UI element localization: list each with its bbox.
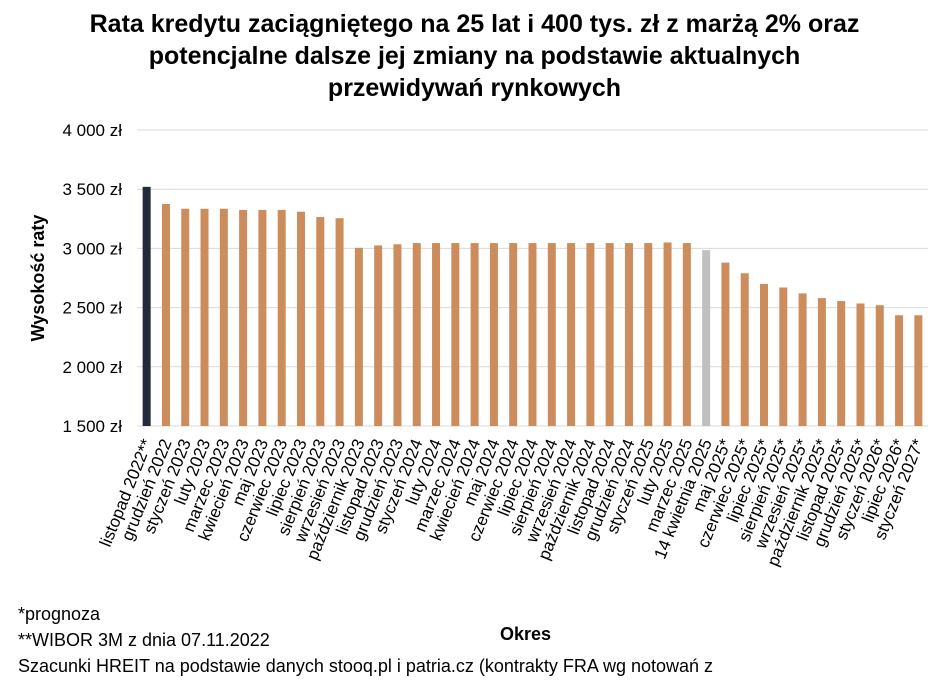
bar bbox=[489, 243, 498, 426]
bar bbox=[509, 243, 518, 426]
bar bbox=[624, 243, 633, 426]
bar bbox=[316, 217, 325, 426]
bar bbox=[161, 204, 170, 426]
bar bbox=[605, 243, 614, 426]
bar bbox=[277, 209, 286, 426]
bar bbox=[817, 298, 826, 426]
bar bbox=[239, 209, 248, 426]
x-axis-label: Okres bbox=[500, 624, 552, 644]
bar bbox=[586, 243, 595, 426]
bar bbox=[875, 305, 884, 426]
title-line-3: przewidywań rynkowych bbox=[327, 74, 622, 102]
y-tick-label: 3 500 zł bbox=[62, 180, 122, 199]
y-tick-label: 2 500 zł bbox=[62, 299, 122, 318]
bar bbox=[142, 186, 151, 426]
bar bbox=[432, 243, 441, 426]
bar bbox=[296, 211, 305, 426]
bar bbox=[374, 245, 383, 426]
bar bbox=[393, 244, 402, 426]
footnote-wibor: **WIBOR 3M z dnia 07.11.2022 bbox=[18, 630, 270, 650]
bar bbox=[682, 243, 691, 426]
bar bbox=[798, 293, 807, 426]
bar bbox=[895, 315, 904, 426]
bar bbox=[914, 315, 923, 426]
bar bbox=[663, 242, 672, 426]
bar bbox=[528, 243, 537, 426]
bar bbox=[740, 273, 749, 426]
bar bbox=[451, 243, 460, 426]
bar bbox=[644, 243, 653, 426]
y-axis-label: Wysokość raty bbox=[28, 215, 48, 342]
bar bbox=[779, 287, 788, 426]
title-line-1: Rata kredytu zaciągniętego na 25 lat i 4… bbox=[89, 10, 860, 38]
chart-title: Rata kredytu zaciągniętego na 25 lat i 4… bbox=[0, 8, 949, 104]
footnote-forecast: *prognoza bbox=[18, 604, 101, 624]
bar bbox=[702, 250, 711, 426]
bar bbox=[837, 301, 846, 426]
y-tick-label: 2 000 zł bbox=[62, 358, 122, 377]
y-tick-label: 4 000 zł bbox=[62, 121, 122, 140]
bar bbox=[547, 243, 556, 426]
bars bbox=[142, 186, 923, 426]
y-axis-ticks: 1 500 zł 2 000 zł 2 500 zł 3 000 zł 3 500 zł… bbox=[62, 121, 122, 436]
bar bbox=[856, 303, 865, 426]
y-tick-label: 1 500 zł bbox=[62, 417, 122, 436]
bar bbox=[412, 243, 421, 426]
footnote-source: Szacunki HREIT na podstawie danych stooq… bbox=[18, 656, 714, 676]
bar bbox=[181, 208, 190, 426]
bar bbox=[470, 243, 479, 426]
bar bbox=[721, 262, 730, 426]
title-line-2: potencjalne dalsze jej zmiany na podstaw… bbox=[148, 42, 801, 70]
bar bbox=[760, 283, 769, 426]
bar bbox=[354, 247, 363, 426]
bar bbox=[200, 208, 209, 426]
bar bbox=[219, 208, 228, 426]
bar bbox=[335, 218, 344, 426]
bar bbox=[567, 243, 576, 426]
y-tick-label: 3 000 zł bbox=[62, 239, 122, 258]
bar bbox=[258, 209, 267, 426]
